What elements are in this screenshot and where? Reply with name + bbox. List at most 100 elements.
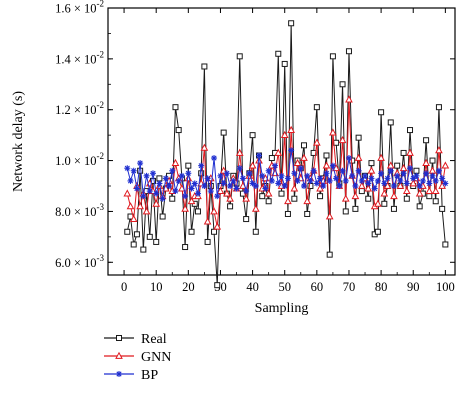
point-gnn: [242, 194, 250, 202]
point-gnn: [329, 128, 337, 136]
point-gnn: [300, 153, 308, 161]
point-gnn: [396, 181, 405, 189]
point-real: [317, 193, 324, 200]
point-bp: [381, 180, 388, 187]
point-gnn: [374, 199, 382, 207]
point-bp: [432, 177, 439, 184]
point-bp: [336, 183, 343, 189]
point-real: [252, 228, 259, 235]
point-real: [413, 167, 420, 174]
point-gnn: [181, 204, 189, 212]
legend-marker-bp: [116, 371, 122, 377]
point-gnn: [226, 194, 234, 202]
point-real: [300, 142, 307, 149]
point-gnn: [129, 214, 138, 222]
point-gnn: [409, 179, 418, 187]
point-gnn: [390, 191, 398, 200]
legend-item-gnn: GNN: [104, 350, 171, 365]
point-bp: [130, 167, 137, 174]
point-gnn: [290, 184, 299, 192]
point-gnn: [354, 153, 363, 161]
point-bp: [304, 172, 311, 179]
point-real: [278, 190, 285, 197]
legend-label-gnn: GNN: [141, 350, 171, 365]
point-gnn: [441, 161, 450, 169]
point-real: [172, 104, 179, 111]
point-bp: [272, 162, 279, 169]
point-real: [365, 195, 372, 202]
point-bp: [233, 185, 240, 192]
point-real: [313, 104, 320, 111]
point-bp: [300, 183, 307, 189]
y-tick-times-ten: × 10: [71, 256, 97, 270]
y-tick-label: 6.0 × 10-3: [55, 253, 104, 270]
point-real: [426, 193, 433, 200]
x-axis: 0 10 20 30 40 50 60 70 80 90 100: [121, 8, 455, 294]
point-bp: [384, 175, 391, 182]
point-real: [403, 195, 410, 202]
point-real: [304, 210, 311, 217]
point-bp: [294, 177, 301, 184]
point-bp: [278, 172, 285, 179]
point-gnn: [136, 202, 144, 210]
y-tick-exponent: -2: [97, 0, 105, 9]
point-bp: [333, 175, 340, 182]
point-real: [390, 205, 397, 212]
point-gnn: [428, 166, 437, 174]
point-bp: [307, 177, 314, 184]
point-gnn: [142, 207, 151, 215]
point-gnn: [431, 186, 440, 194]
point-gnn: [284, 196, 292, 205]
point-gnn: [187, 196, 196, 205]
point-gnn: [345, 95, 353, 103]
point-real: [323, 152, 330, 159]
point-real: [400, 149, 407, 156]
point-real: [339, 81, 346, 88]
point-real: [185, 162, 192, 169]
point-real: [442, 241, 449, 248]
point-gnn: [313, 138, 321, 146]
point-real: [243, 216, 250, 223]
point-real: [175, 127, 182, 134]
y-tick-exponent: -3: [97, 202, 105, 212]
point-gnn: [126, 202, 135, 210]
point-bp: [127, 177, 134, 184]
point-bp: [413, 172, 420, 179]
x-tick-label: 10: [150, 280, 163, 294]
point-real: [227, 203, 234, 210]
y-tick-mantissa: 6.0: [55, 256, 71, 270]
point-bp: [345, 155, 352, 162]
point-gnn: [380, 189, 389, 197]
point-gnn: [399, 163, 408, 172]
x-tick-label: 20: [182, 280, 195, 294]
point-real: [291, 195, 298, 202]
point-bp: [403, 180, 410, 187]
point-bp: [387, 167, 394, 174]
point-bp: [355, 167, 362, 174]
point-bp: [156, 180, 163, 187]
point-bp: [291, 170, 298, 177]
legend-item-real: Real: [104, 332, 167, 347]
point-gnn: [415, 189, 424, 197]
point-bp: [256, 152, 263, 159]
point-bp: [133, 185, 140, 192]
x-tick-label: 100: [436, 280, 455, 294]
point-real: [381, 200, 388, 207]
point-bp: [223, 170, 230, 177]
point-bp: [349, 172, 356, 179]
point-gnn: [322, 161, 331, 169]
point-bp: [313, 180, 320, 187]
series-line-bp: [126, 150, 446, 199]
point-real: [345, 48, 352, 55]
point-bp: [172, 188, 179, 195]
point-real: [201, 63, 208, 70]
y-tick-label: 1.4 × 10-2: [55, 49, 104, 66]
point-real: [423, 137, 430, 144]
point-gnn: [274, 148, 283, 156]
y-axis: 6.0 × 10-38.0 × 10-31.0 × 10-21.2 × 10-2…: [55, 0, 455, 270]
point-bp: [297, 165, 304, 172]
point-bp: [416, 183, 423, 189]
point-real: [435, 104, 442, 111]
point-real: [194, 208, 201, 215]
point-real: [352, 205, 359, 212]
